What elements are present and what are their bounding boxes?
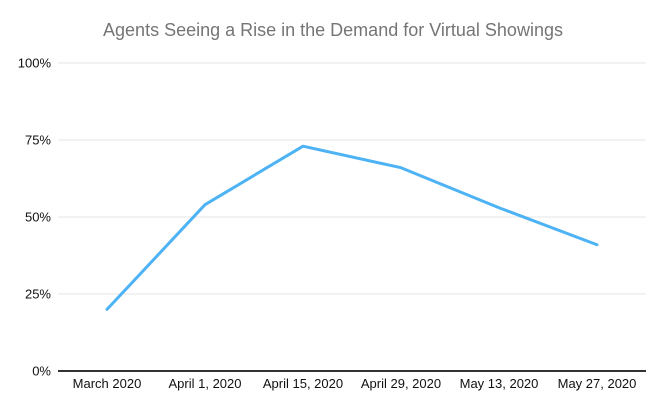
- chart-title: Agents Seeing a Rise in the Demand for V…: [103, 20, 563, 40]
- y-axis-tick-label: 75%: [25, 133, 51, 148]
- x-axis-tick-label: May 27, 2020: [558, 376, 637, 391]
- x-axis-tick-label: April 15, 2020: [263, 376, 343, 391]
- x-axis-tick-label: March 2020: [73, 376, 142, 391]
- y-axis-tick-label: 0%: [32, 364, 51, 379]
- y-axis-tick-label: 100%: [18, 56, 52, 71]
- series-line-virtual-showings: [105, 144, 599, 311]
- y-axis-tick-label: 50%: [25, 210, 51, 225]
- y-axis-tick-label: 25%: [25, 287, 51, 302]
- x-axis-tick-label: April 29, 2020: [361, 376, 441, 391]
- x-axis-tick-label: April 1, 2020: [169, 376, 242, 391]
- x-axis-tick-label: May 13, 2020: [460, 376, 539, 391]
